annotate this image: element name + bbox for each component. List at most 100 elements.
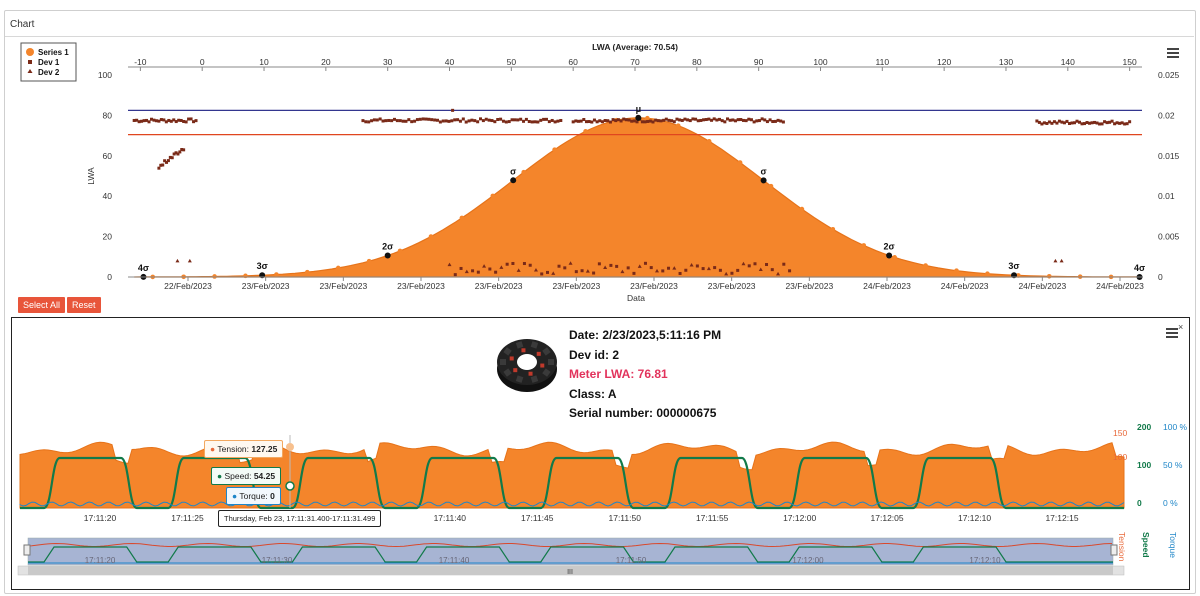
series-1-point — [583, 129, 588, 134]
top-axis-tick-label: 150 — [1123, 57, 1137, 67]
dev-1-point — [781, 120, 785, 124]
dev-1-point — [536, 120, 540, 124]
dev-1-point — [453, 118, 457, 122]
dev-1-point — [763, 118, 767, 122]
top-axis-tick-label: 130 — [999, 57, 1013, 67]
bottom-axis-tick-label: 23/Feb/2023 — [475, 281, 523, 291]
dev-1-point — [415, 118, 419, 122]
dev-1-point — [611, 118, 615, 122]
y-left-tick-label: 100 — [98, 70, 112, 80]
tooltip-speed-label: Speed: — [224, 471, 254, 481]
dev-1-point — [656, 119, 660, 123]
dev-1-point — [364, 120, 368, 124]
dev-1-point — [635, 120, 639, 124]
legend-dev-1-symbol — [28, 60, 32, 64]
dev-1-point — [622, 117, 626, 121]
dev-2-point — [187, 258, 192, 263]
dev-1-point — [470, 118, 474, 122]
dev-1-point — [1125, 122, 1129, 126]
dev-1-point — [1075, 119, 1079, 123]
dev-1-point — [1062, 121, 1066, 125]
dev-1-point — [648, 119, 652, 123]
series-1-point — [552, 147, 557, 152]
dev-1-point — [1037, 120, 1041, 124]
reset-button[interactable]: Reset — [67, 297, 101, 313]
dev-1-point — [579, 119, 583, 123]
sigma-label: 4σ — [1134, 263, 1145, 273]
tooltip-torque: ● Torque: 0 — [226, 487, 281, 505]
dev-2-point — [1053, 258, 1058, 263]
top-axis-tick-label: 0 — [200, 57, 205, 67]
series-1-point — [274, 272, 279, 277]
dev-1-point — [1113, 122, 1117, 126]
dev-1-point — [592, 271, 596, 275]
series-1-point — [892, 255, 897, 260]
top-axis-tick-label: 70 — [630, 57, 640, 67]
dev-1-point — [582, 118, 586, 122]
dev-1-point — [464, 120, 468, 124]
dev-1-point — [1110, 119, 1114, 123]
dev-1-point — [600, 120, 604, 124]
dev-1-point — [398, 119, 402, 123]
y-right-tick-label: 0 — [1158, 272, 1163, 282]
dev-1-point — [1060, 120, 1064, 124]
tooltip-date: Thursday, Feb 23, 17:11:31.400-17:11:31.… — [218, 510, 382, 527]
dev-1-point — [172, 152, 176, 156]
dev-2-point — [741, 261, 746, 266]
dev-1-point — [695, 264, 699, 268]
dev-1-point — [718, 117, 722, 121]
dev-2-point — [533, 267, 538, 272]
dev-1-point — [643, 120, 647, 124]
dev-1-point — [640, 120, 644, 124]
series-1-point — [985, 271, 990, 277]
dev-1-point — [771, 120, 775, 124]
dev-1-point — [164, 120, 168, 124]
dev-1-point — [510, 118, 514, 122]
dev-1-point — [683, 117, 687, 121]
chart-menu-icon[interactable] — [1167, 48, 1179, 58]
dev-1-point — [730, 271, 734, 275]
dev-1-point — [513, 118, 517, 122]
dev-1-point — [547, 120, 551, 124]
series-1-point — [923, 263, 928, 268]
dev-1-point — [574, 270, 578, 274]
select-all-button[interactable]: Select All — [18, 297, 66, 313]
dev-1-point — [372, 118, 376, 122]
dev-1-point — [704, 118, 708, 122]
top-axis-tick-label: 120 — [937, 57, 951, 67]
tooltip-tension-label: Tension: — [217, 444, 252, 454]
dev-1-point — [606, 119, 610, 123]
dev-1-point — [574, 119, 578, 123]
sigma-label: 4σ — [138, 263, 149, 273]
series-1-point — [212, 274, 217, 279]
dev-1-point — [418, 117, 422, 121]
dev-1-point — [587, 120, 591, 124]
dev-1-point — [1050, 121, 1054, 125]
dev-1-point — [1128, 120, 1132, 124]
dev-1-point — [527, 120, 531, 124]
dev-1-point — [180, 148, 184, 152]
top-axis-tick-label: 10 — [259, 57, 269, 67]
dev-1-point — [132, 118, 136, 122]
dev-1-point — [401, 119, 405, 123]
series-1-point — [335, 265, 341, 271]
lwa-distribution-chart[interactable]: -10 0 10 20 30 40 50 60 70 80 90 100 110 120 130 140 150… — [0, 0, 1200, 316]
dev-1-point — [421, 117, 425, 121]
detail-dev-id: Dev id: 2 — [569, 347, 620, 362]
dev-1-point — [384, 119, 388, 123]
dev-1-point — [494, 270, 498, 274]
dev-1-point — [741, 118, 745, 122]
sigma-label: σ — [761, 166, 767, 176]
dev-1-point — [540, 272, 544, 276]
dev-1-point — [1065, 119, 1069, 123]
dev-1-point — [712, 117, 716, 121]
dev-1-point — [511, 261, 515, 265]
dev-1-point — [1093, 120, 1097, 124]
dev-1-point — [616, 118, 620, 122]
dev-2-point — [776, 271, 781, 276]
dev-1-point — [688, 119, 692, 123]
legend-label: Dev 2 — [38, 68, 60, 77]
dev-1-point — [1070, 121, 1074, 125]
detail-meter-lwa: Meter LWA: 76.81 — [569, 367, 668, 381]
y-left-tick-label: 80 — [103, 110, 113, 120]
